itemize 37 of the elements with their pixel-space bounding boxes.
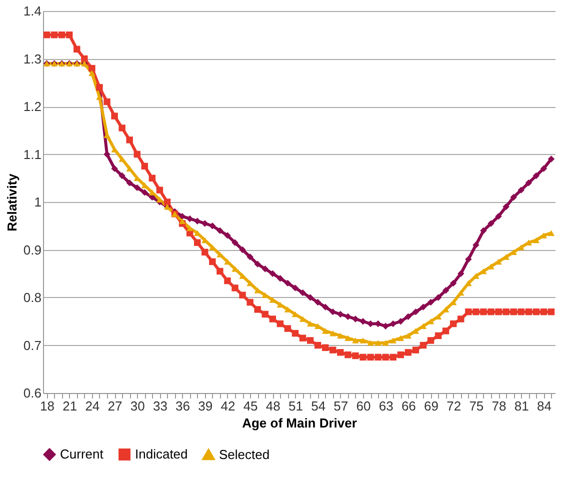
x-axis-title: Age of Main Driver bbox=[242, 416, 357, 430]
x-tick-label: 54 bbox=[311, 398, 326, 414]
y-tick-label: 1.3 bbox=[23, 51, 42, 66]
x-tick-label: 24 bbox=[85, 398, 100, 414]
y-tick-label: 0.9 bbox=[23, 242, 42, 258]
x-tick-label: 72 bbox=[446, 398, 462, 414]
x-tick-label: 27 bbox=[108, 398, 122, 414]
x-tick-label: 78 bbox=[492, 398, 506, 414]
x-tick-label: 69 bbox=[424, 398, 438, 414]
x-tick-label: 81 bbox=[514, 398, 529, 414]
legend-label: Current bbox=[60, 446, 104, 462]
x-tick-label: 48 bbox=[266, 398, 280, 414]
y-tick-label: 0.6 bbox=[23, 386, 42, 400]
x-tick-label: 18 bbox=[40, 398, 54, 414]
legend-label: Indicated bbox=[135, 446, 188, 462]
y-tick-label: 0.7 bbox=[23, 338, 42, 353]
legend-label: Selected bbox=[219, 446, 270, 462]
x-tick-label: 42 bbox=[220, 398, 236, 414]
y-axis-title: Relativity bbox=[4, 172, 20, 232]
x-tick-label: 33 bbox=[152, 398, 168, 414]
x-tick-label: 51 bbox=[288, 398, 303, 414]
x-tick-label: 36 bbox=[176, 398, 190, 414]
y-tick-label: 0.8 bbox=[23, 290, 42, 305]
y-tick-label: 1.4 bbox=[23, 4, 42, 18]
x-tick-label: 84 bbox=[536, 398, 552, 414]
x-tick-label: 75 bbox=[469, 398, 484, 414]
x-tick-label: 60 bbox=[356, 398, 371, 414]
y-tick-label: 1 bbox=[34, 194, 42, 210]
x-tick-label: 21 bbox=[62, 398, 78, 414]
x-tick-label: 39 bbox=[198, 398, 213, 414]
y-tick-label: 1.2 bbox=[23, 99, 42, 114]
y-tick-label: 1.1 bbox=[23, 146, 42, 162]
x-tick-label: 30 bbox=[130, 398, 145, 414]
x-tick-label: 45 bbox=[243, 398, 258, 414]
x-tick-label: 57 bbox=[334, 398, 348, 414]
x-tick-label: 66 bbox=[401, 398, 416, 414]
x-tick-label: 63 bbox=[378, 398, 394, 414]
